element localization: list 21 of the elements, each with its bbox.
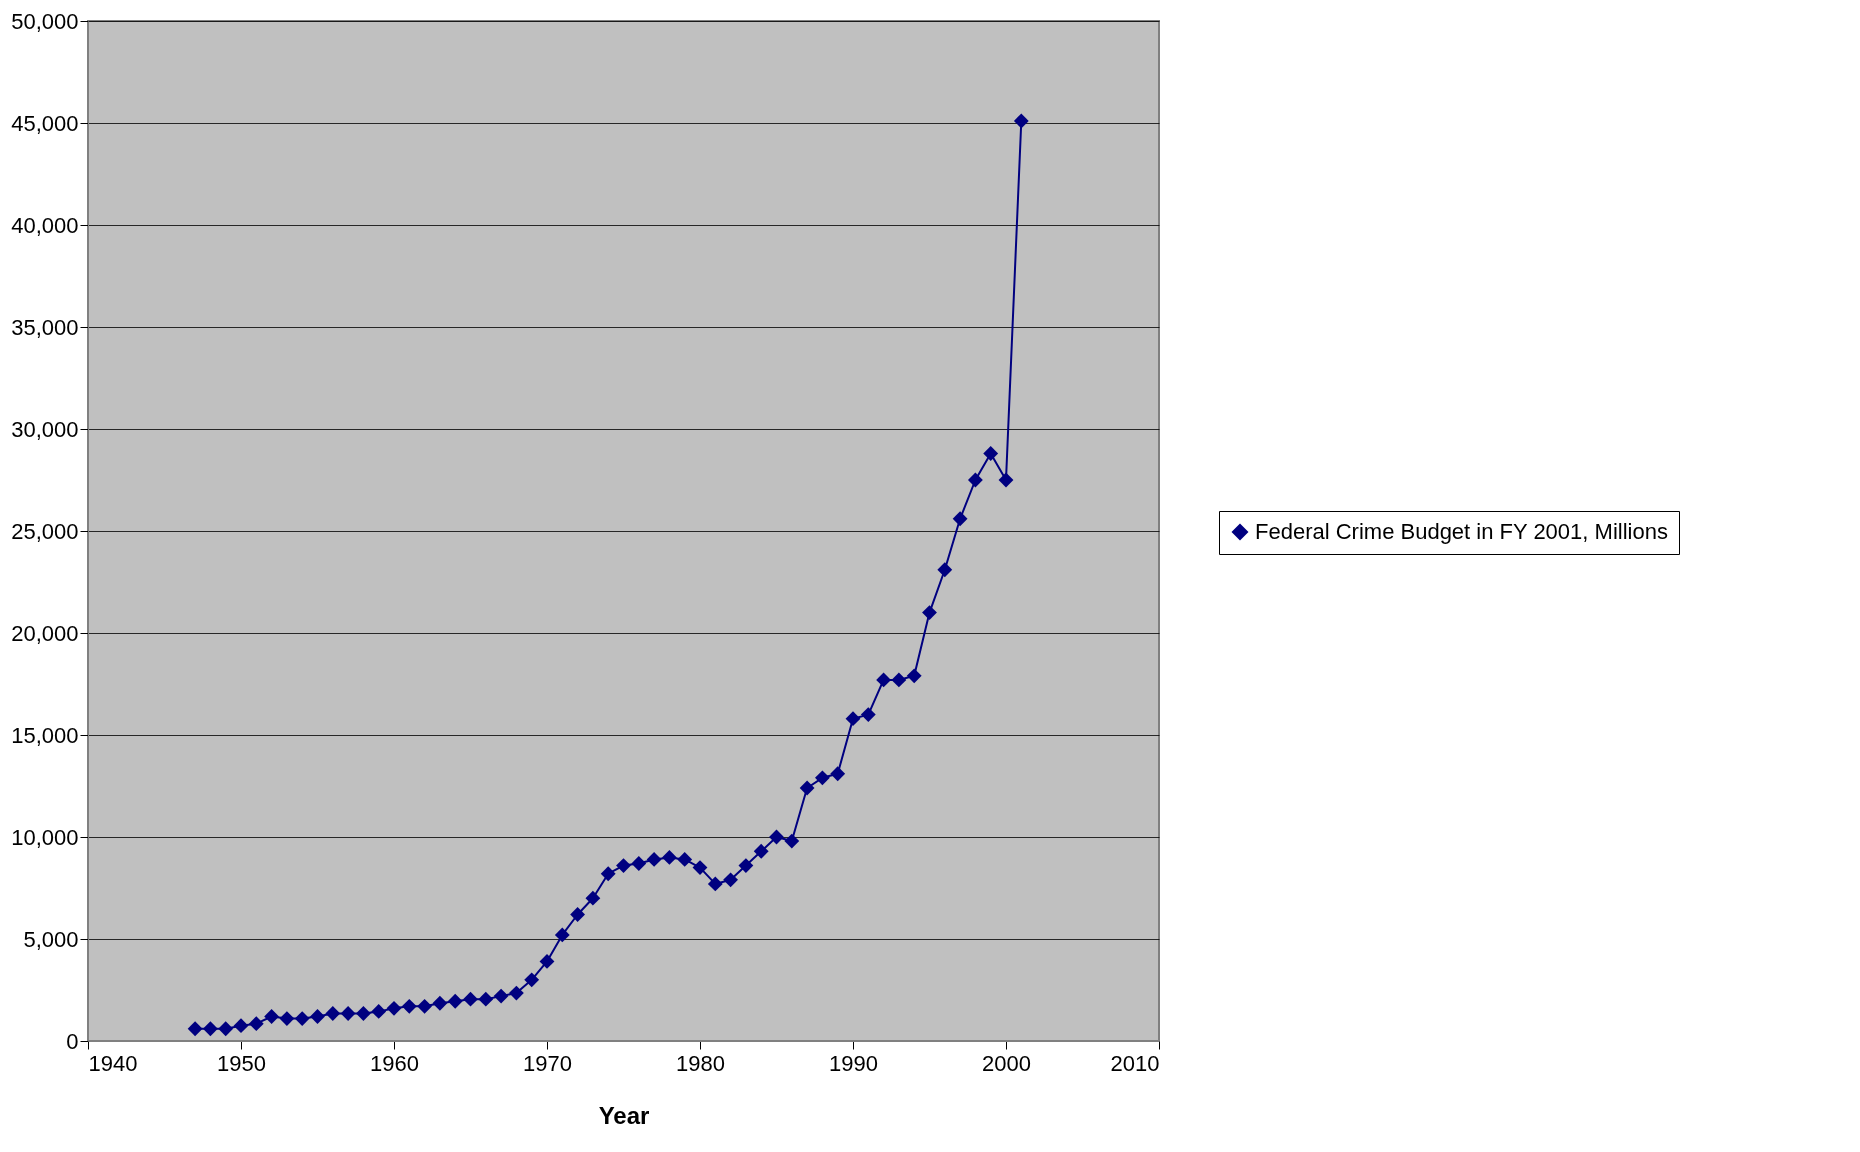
y-tick-label: 25,000 bbox=[11, 518, 79, 544]
y-tick-label: 10,000 bbox=[11, 824, 79, 850]
y-tick-label: 45,000 bbox=[11, 110, 79, 136]
x-tick-label: 2000 bbox=[982, 1050, 1031, 1076]
y-tick-label: 0 bbox=[66, 1028, 79, 1054]
x-tick-label: 2010 bbox=[1110, 1050, 1160, 1076]
y-tick-label: 15,000 bbox=[11, 722, 79, 748]
y-tick-label: 5,000 bbox=[23, 926, 79, 952]
x-tick-label: 1970 bbox=[523, 1050, 572, 1076]
x-tick-label: 1980 bbox=[676, 1050, 725, 1076]
y-tick-label: 20,000 bbox=[11, 620, 79, 646]
x-tick-label: 1950 bbox=[217, 1050, 266, 1076]
x-tick-label: 1990 bbox=[829, 1050, 878, 1076]
legend-label: Federal Crime Budget in FY 2001, Millions bbox=[1255, 519, 1668, 544]
y-tick-label: 40,000 bbox=[11, 212, 79, 238]
x-axis-title: Year bbox=[598, 1101, 650, 1129]
x-tick-label: 1940 bbox=[88, 1050, 138, 1076]
x-tick-label: 1960 bbox=[370, 1050, 419, 1076]
y-tick-label: 30,000 bbox=[11, 416, 79, 442]
y-tick-label: 50,000 bbox=[11, 8, 79, 34]
y-tick-label: 35,000 bbox=[11, 314, 79, 340]
